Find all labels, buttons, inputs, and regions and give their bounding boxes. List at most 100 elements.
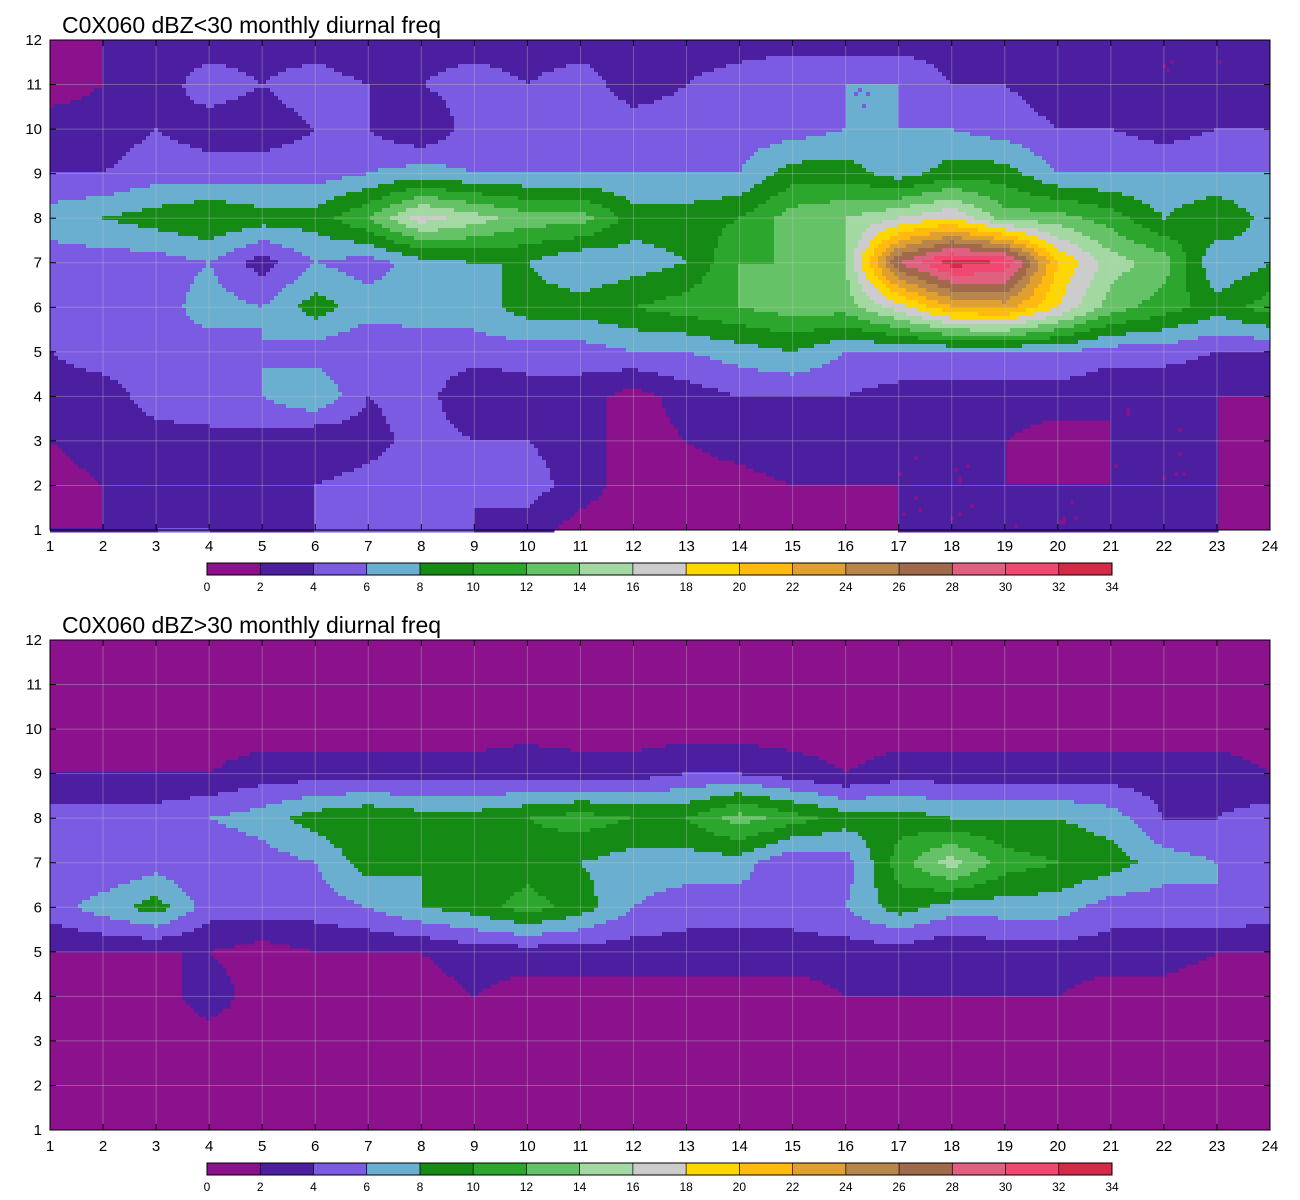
contour-band <box>1182 248 1207 253</box>
contour-band <box>246 300 271 305</box>
contour-band <box>406 188 447 193</box>
contour-band <box>1098 316 1151 321</box>
contour-band <box>530 80 607 85</box>
contour-band <box>326 200 371 205</box>
contour-band <box>1122 812 1163 817</box>
contour-band <box>686 928 795 933</box>
contour-band <box>714 68 939 73</box>
contour-band <box>1166 216 1255 221</box>
contour-band <box>554 484 607 489</box>
contour-band <box>898 232 931 237</box>
contour-band <box>846 236 863 241</box>
contour-band <box>50 804 267 809</box>
contour-band <box>846 240 859 245</box>
contour-band <box>870 920 931 925</box>
contour-band <box>1202 256 1271 261</box>
x-tick-label: 1 <box>46 538 54 555</box>
contour-band <box>394 932 515 937</box>
contour-band <box>198 1012 219 1017</box>
contour-band <box>846 216 899 221</box>
contour-band <box>886 260 891 265</box>
contour-band <box>446 68 503 73</box>
contour-band <box>334 68 447 73</box>
x-tick-label: 2 <box>99 538 107 555</box>
contour-band <box>218 280 295 285</box>
contour-band <box>886 752 1231 757</box>
contour-band <box>694 352 843 357</box>
contour-band <box>1038 268 1047 273</box>
contour-band <box>542 920 607 925</box>
contour-band <box>1178 472 1183 477</box>
contour-band <box>874 872 895 877</box>
x-tick-label: 23 <box>1209 538 1226 555</box>
y-tick-label: 8 <box>34 810 42 827</box>
contour-band <box>886 228 915 233</box>
contour-band <box>1086 292 1107 297</box>
contour-band <box>130 880 175 885</box>
contour-band <box>1010 276 1023 281</box>
contour-band <box>1038 228 1075 233</box>
contour-band <box>710 808 779 813</box>
contour-band <box>502 368 623 373</box>
contour-band <box>50 420 175 425</box>
contour-band <box>186 308 303 313</box>
contour-band <box>326 312 515 317</box>
contour-band <box>886 296 907 301</box>
contour-band <box>1266 264 1271 269</box>
contour-band <box>1018 168 1055 173</box>
contour-band <box>874 756 1243 761</box>
contour-band <box>50 840 267 845</box>
contour-band <box>390 444 535 449</box>
contour-band <box>402 916 491 921</box>
contour-band <box>182 952 211 957</box>
contour-band <box>894 256 915 261</box>
contour-band <box>770 796 839 801</box>
colorbar-swatch <box>419 563 474 575</box>
contour-band <box>822 832 859 837</box>
chart-title-top: C0X060 dBZ<30 monthly diurnal freq <box>62 12 441 38</box>
contour-band <box>690 380 899 385</box>
contour-band <box>142 900 163 905</box>
contour-band <box>182 980 231 985</box>
contour-band <box>994 216 1083 221</box>
contour-band <box>86 196 335 201</box>
contour-band <box>458 940 607 945</box>
contour-band <box>894 316 923 321</box>
contour-band <box>930 904 1087 909</box>
contour-band <box>1130 856 1207 861</box>
contour-band <box>1154 292 1191 297</box>
contour-band <box>1198 336 1255 341</box>
contour-band <box>182 84 371 89</box>
contour-band <box>566 64 591 69</box>
contour-band <box>898 488 1219 493</box>
contour-band <box>50 844 271 849</box>
contour-band <box>1010 264 1023 269</box>
contour-band <box>182 984 235 989</box>
contour-band <box>206 1016 211 1021</box>
contour-band <box>314 524 475 529</box>
contour-band <box>782 140 1011 145</box>
contour-band <box>714 256 775 261</box>
contour-band <box>50 368 87 373</box>
contour-band <box>910 236 943 241</box>
contour-band <box>302 812 567 817</box>
contour-band <box>50 292 187 297</box>
contour-band <box>202 148 271 153</box>
contour-band <box>898 524 1015 529</box>
contour-band <box>1122 192 1271 197</box>
contour-band <box>1250 272 1271 277</box>
contour-band <box>94 912 187 917</box>
contour-band <box>422 876 591 881</box>
contour-band <box>190 284 223 289</box>
contour-band <box>730 392 851 397</box>
contour-band <box>274 296 311 301</box>
contour-band <box>1110 284 1163 289</box>
contour-band <box>326 336 507 341</box>
contour-band <box>50 288 191 293</box>
contour-band <box>370 128 455 133</box>
contour-band <box>270 844 335 849</box>
contour-band <box>670 788 791 793</box>
contour-band <box>270 268 307 273</box>
contour-band <box>298 780 815 785</box>
contour-band <box>906 296 927 301</box>
